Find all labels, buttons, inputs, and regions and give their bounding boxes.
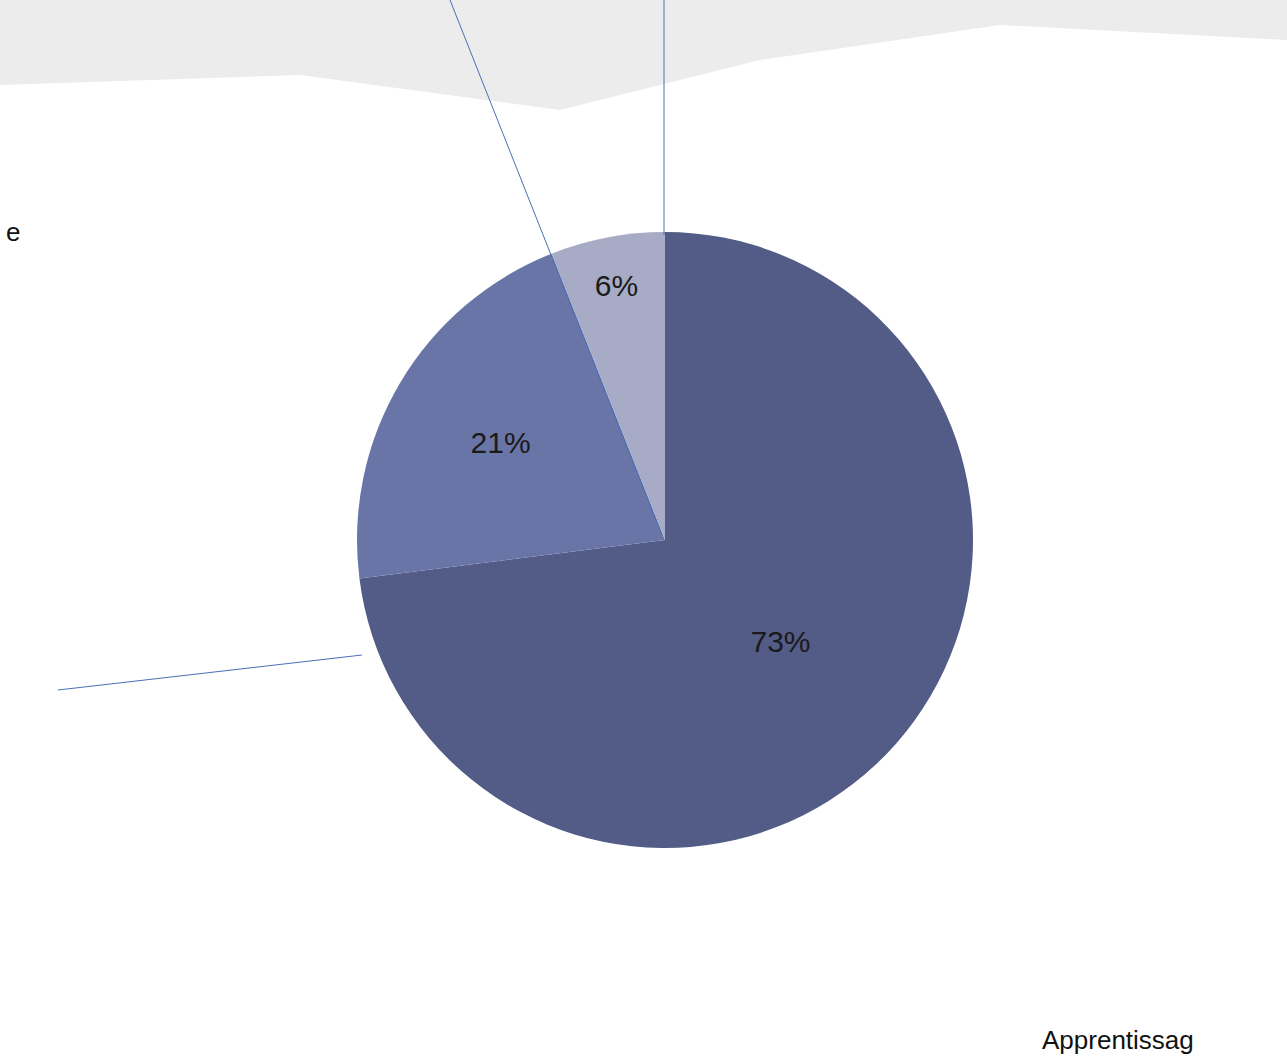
svg-text:6%: 6% xyxy=(595,269,638,302)
svg-text:73%: 73% xyxy=(750,625,810,658)
svg-text:Apprentissag: Apprentissag xyxy=(1042,1025,1194,1055)
svg-text:e: e xyxy=(6,217,20,247)
svg-text:21%: 21% xyxy=(471,426,531,459)
